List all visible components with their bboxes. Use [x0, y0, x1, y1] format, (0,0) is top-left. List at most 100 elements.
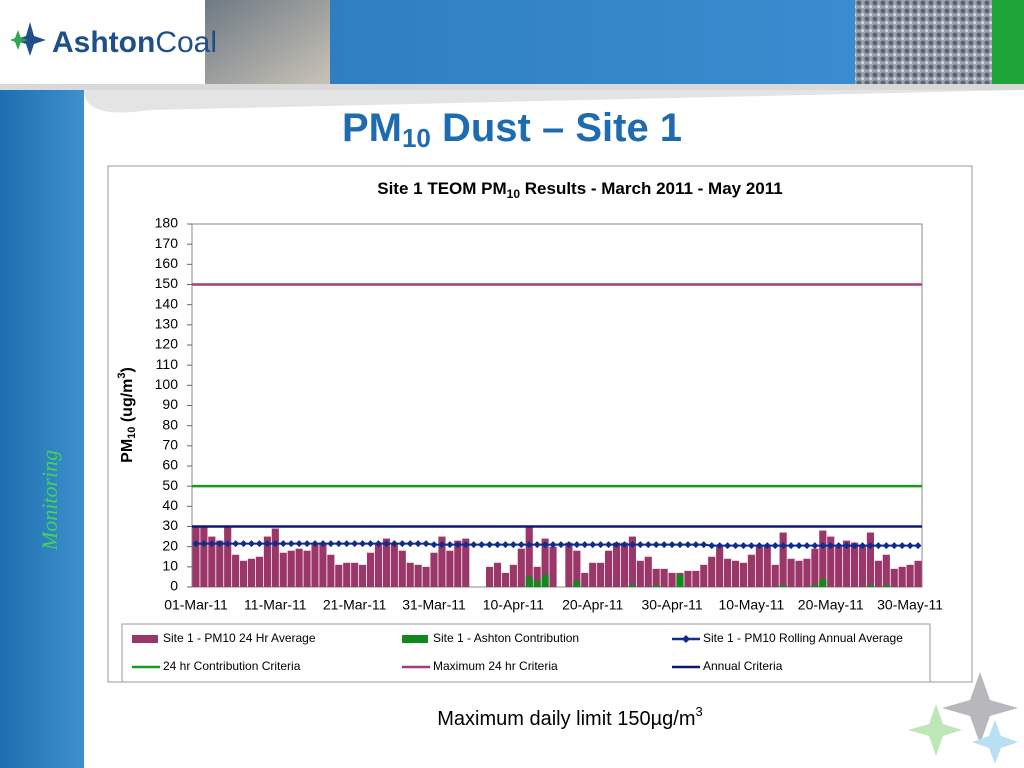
marker: [716, 542, 724, 550]
bar: [406, 562, 414, 587]
bar: [890, 568, 898, 587]
marker: [263, 540, 271, 548]
marker: [446, 541, 454, 549]
x-tick-label: 10-May-11: [718, 597, 784, 613]
bar: [279, 552, 287, 587]
bar: [200, 526, 208, 587]
marker: [422, 540, 430, 548]
marker: [533, 541, 541, 549]
logo-text: Ashton: [52, 26, 155, 59]
marker: [493, 541, 501, 549]
marker: [676, 541, 684, 549]
caption: Maximum daily limit 150µg/m3: [437, 704, 703, 730]
bar: [819, 578, 827, 587]
bar: [319, 542, 327, 587]
x-tick-label: 11-Mar-11: [244, 597, 307, 613]
bar: [398, 550, 406, 587]
swoosh: [84, 90, 1024, 113]
marker: [414, 540, 422, 548]
bar: [303, 550, 311, 587]
x-tick-label: 01-Mar-11: [164, 597, 228, 613]
bar: [247, 558, 256, 587]
bar: [240, 560, 248, 587]
bar: [874, 560, 882, 587]
marker: [795, 542, 803, 550]
marker: [771, 542, 779, 550]
bar: [898, 566, 906, 587]
bar: [850, 542, 859, 587]
bar: [327, 554, 335, 587]
bar: [652, 568, 660, 587]
bar: [263, 536, 271, 587]
y-tick-label: 150: [155, 275, 179, 291]
bar: [351, 562, 359, 587]
bar: [485, 566, 494, 587]
logo-star: [10, 30, 28, 50]
bar: [295, 548, 303, 587]
marker: [351, 540, 359, 548]
marker: [898, 542, 906, 550]
marker: [311, 540, 319, 548]
decor-star: [972, 720, 1018, 764]
bar: [636, 560, 644, 587]
bar: [589, 562, 597, 587]
bar: [882, 554, 890, 587]
x-tick-label: 20-Apr-11: [562, 597, 623, 613]
header-photo: [855, 0, 992, 84]
marker: [636, 541, 644, 549]
y-tick-label: 70: [162, 437, 178, 453]
bar: [493, 562, 502, 587]
marker: [279, 540, 287, 548]
marker: [509, 541, 517, 549]
y-tick-label: 140: [155, 295, 179, 311]
bar: [668, 572, 676, 587]
bar: [660, 568, 668, 587]
bar: [565, 542, 573, 587]
y-tick-label: 0: [170, 578, 178, 594]
marker: [866, 542, 874, 550]
bar: [692, 570, 700, 587]
bar: [192, 526, 200, 587]
y-tick-label: 60: [162, 457, 178, 473]
bar: [335, 564, 343, 587]
bar: [700, 564, 708, 587]
bar: [731, 560, 740, 587]
bar: [271, 528, 279, 587]
bar: [827, 536, 835, 587]
bar: [541, 538, 549, 587]
bar: [605, 550, 613, 587]
y-tick-label: 110: [156, 356, 179, 372]
bar: [414, 564, 422, 587]
legend-label: Site 1 - PM10 24 Hr Average: [163, 631, 316, 645]
marker: [644, 541, 652, 549]
bar: [803, 558, 811, 587]
legend-swatch: [132, 635, 158, 643]
marker: [858, 542, 866, 550]
legend-label: 24 hr Contribution Criteria: [163, 659, 301, 673]
decor-star: [908, 704, 962, 756]
x-tick-label: 20-May-11: [798, 597, 864, 613]
y-tick-label: 30: [162, 517, 178, 533]
bar: [517, 548, 525, 587]
legend-label: Site 1 - PM10 Rolling Annual Average: [703, 631, 903, 645]
plot-area: [191, 223, 923, 588]
marker: [216, 540, 224, 548]
marker: [874, 542, 882, 550]
marker: [787, 542, 795, 550]
logo: AshtonCoal: [52, 26, 217, 59]
marker: [613, 541, 621, 549]
bar: [366, 552, 375, 587]
bar: [747, 554, 755, 587]
marker: [549, 541, 557, 549]
bar: [581, 572, 589, 587]
marker: [398, 540, 406, 548]
bar: [628, 584, 636, 587]
bar: [382, 538, 390, 587]
marker: [462, 541, 470, 549]
marker: [470, 541, 478, 549]
marker: [248, 540, 256, 548]
x-tick-label: 21-Mar-11: [323, 597, 387, 613]
marker: [851, 542, 859, 550]
